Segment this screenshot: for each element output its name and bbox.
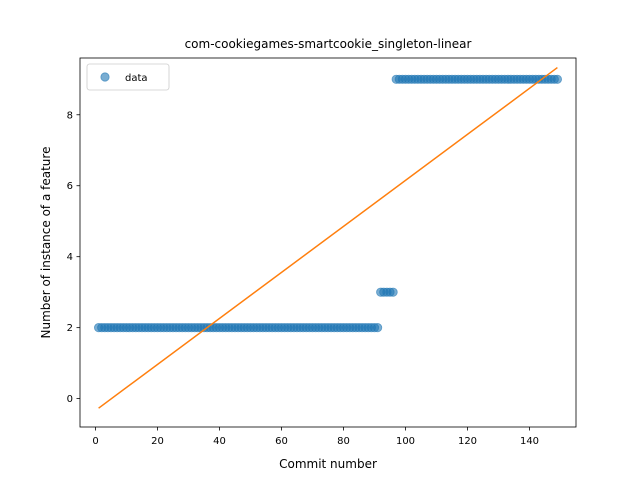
x-tick-label: 0 (92, 436, 98, 447)
y-axis: 0 2 4 6 8 (67, 110, 80, 405)
plot-area (94, 66, 563, 409)
x-tick-label: 60 (275, 436, 288, 447)
y-tick-label: 0 (67, 394, 73, 405)
y-tick-label: 8 (67, 110, 73, 121)
data-point (388, 287, 398, 297)
x-tick-label: 40 (213, 436, 226, 447)
legend-label: data (125, 73, 148, 84)
x-tick-label: 100 (396, 436, 415, 447)
chart-title: com-cookiegames-smartcookie_singleton-li… (185, 37, 472, 51)
data-point (552, 74, 563, 84)
x-axis-label: Commit number (279, 457, 377, 471)
legend: data (86, 63, 170, 91)
y-tick-label: 2 (67, 323, 73, 334)
y-tick-label: 4 (67, 252, 73, 263)
x-tick-label: 120 (458, 436, 477, 447)
fit-line (98, 66, 558, 409)
y-tick-label: 6 (67, 181, 73, 192)
data-point (372, 323, 383, 333)
y-axis-label: Number of instance of a feature (39, 147, 53, 339)
x-axis: 0 20 40 60 80 100 120 140 (92, 427, 539, 447)
legend-box (86, 63, 170, 91)
x-tick-label: 80 (337, 436, 350, 447)
axes-frame (79, 57, 577, 428)
legend-marker (100, 72, 110, 82)
x-tick-label: 140 (520, 436, 539, 447)
x-tick-label: 20 (151, 436, 164, 447)
